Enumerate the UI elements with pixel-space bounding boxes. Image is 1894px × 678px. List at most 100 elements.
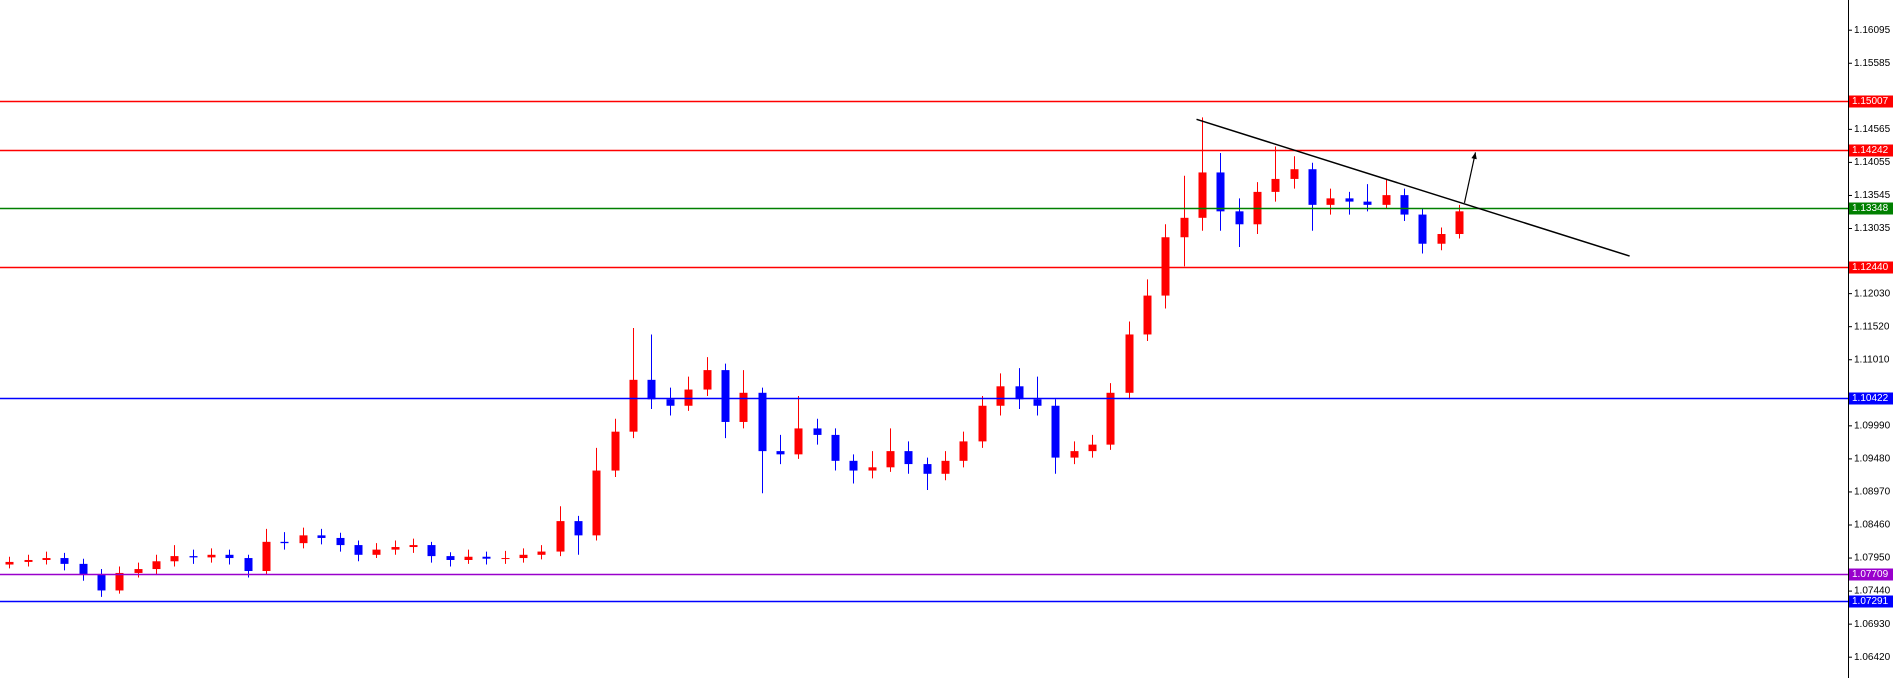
candle-body: [1437, 234, 1446, 244]
y-tick-label: 1.11520: [1854, 321, 1890, 332]
candle-body: [1418, 214, 1427, 244]
candle-body: [1400, 195, 1409, 215]
candle-body: [446, 556, 455, 560]
candle-body: [1088, 444, 1097, 452]
y-tick-label: 1.11010: [1854, 354, 1890, 365]
candle-body: [629, 379, 638, 432]
candle-body: [207, 554, 216, 558]
candle-body: [482, 556, 491, 559]
y-tick-label: 1.08970: [1854, 487, 1891, 498]
candle-body: [721, 370, 730, 422]
candle-body: [262, 541, 271, 572]
trendline: [1196, 118, 1630, 257]
candle-body: [849, 460, 858, 471]
candle-body: [42, 558, 51, 560]
candle-body: [1345, 198, 1354, 202]
level-label-box: [1849, 392, 1893, 405]
candle-body: [1070, 451, 1079, 458]
candle-body: [115, 572, 124, 591]
candle-body: [611, 431, 620, 471]
candle-body: [317, 535, 326, 538]
arrow: [1463, 152, 1477, 204]
candle-body: [959, 441, 968, 461]
level-label-box: [1849, 595, 1893, 608]
y-tick-label: 1.16095: [1854, 25, 1891, 36]
candle-body: [97, 574, 106, 591]
candle-body: [556, 521, 565, 552]
candle-body: [886, 451, 895, 468]
candle-body: [1363, 201, 1372, 205]
candle-body: [170, 556, 179, 562]
candle-body: [225, 554, 234, 559]
candle-body: [996, 386, 1005, 406]
level-label-box: [1849, 95, 1893, 108]
candle-body: [739, 392, 748, 422]
candle-body: [831, 434, 840, 461]
level-label-box: [1849, 568, 1893, 581]
candle-body: [592, 470, 601, 536]
candle-body: [391, 547, 400, 550]
candle-body: [372, 549, 381, 555]
candle-body: [813, 428, 822, 435]
y-tick-label: 1.14055: [1854, 157, 1891, 168]
candle-body: [1198, 172, 1207, 218]
candle-body: [666, 399, 675, 406]
candle-body: [1326, 198, 1335, 205]
candle-body: [1180, 217, 1189, 238]
candle-body: [1271, 178, 1280, 192]
y-tick-label: 1.09990: [1854, 420, 1891, 431]
candle-body: [758, 392, 767, 452]
candle-body: [703, 370, 712, 390]
candle-body: [941, 460, 950, 474]
level-label: 1.07291: [1852, 596, 1889, 607]
level-label: 1.07709: [1852, 569, 1889, 580]
candle-body: [978, 405, 987, 442]
y-tick-label: 1.09480: [1854, 454, 1891, 465]
candle-body: [647, 379, 656, 400]
candle-body: [794, 428, 803, 455]
y-tick-label: 1.13035: [1854, 223, 1891, 234]
candle-body: [24, 559, 33, 562]
candle-body: [189, 556, 198, 558]
candle-body: [519, 554, 528, 559]
candle-body: [776, 451, 785, 455]
y-tick-label: 1.14565: [1854, 124, 1891, 135]
candle-body: [501, 558, 510, 560]
y-tick-label: 1.08460: [1854, 520, 1891, 531]
candle-body: [684, 389, 693, 406]
candle-body: [280, 541, 289, 544]
candle-body: [1125, 334, 1134, 393]
y-tick-label: 1.07950: [1854, 553, 1891, 564]
candle-body: [354, 545, 363, 555]
y-tick-label: 1.06930: [1854, 619, 1891, 630]
candle-body: [537, 551, 546, 555]
candle-body: [5, 561, 14, 565]
y-tick-label: 1.06420: [1854, 652, 1891, 663]
candle-body: [464, 556, 473, 560]
arrow-head: [1471, 152, 1477, 160]
candle-body: [904, 451, 913, 465]
y-tick-label: 1.13545: [1854, 190, 1891, 201]
level-label-box: [1849, 144, 1893, 157]
candle-body: [1235, 211, 1244, 225]
candle-body: [1308, 169, 1317, 205]
candle-body: [427, 545, 436, 557]
candle-body: [1161, 237, 1170, 296]
candle-body: [574, 521, 583, 536]
level-label: 1.12440: [1852, 262, 1889, 273]
candle-body: [1290, 169, 1299, 179]
candle-body: [152, 561, 161, 570]
level-label: 1.10422: [1852, 393, 1889, 404]
candle-body: [1015, 386, 1024, 400]
candle-body: [1382, 195, 1391, 205]
level-label: 1.15007: [1852, 96, 1889, 107]
candle-body: [868, 467, 877, 471]
candle-body: [923, 464, 932, 474]
candle-body: [1106, 392, 1115, 445]
candle-body: [1033, 399, 1042, 406]
candle-body: [299, 535, 308, 544]
candle-body: [244, 558, 253, 572]
candle-body: [79, 563, 88, 575]
